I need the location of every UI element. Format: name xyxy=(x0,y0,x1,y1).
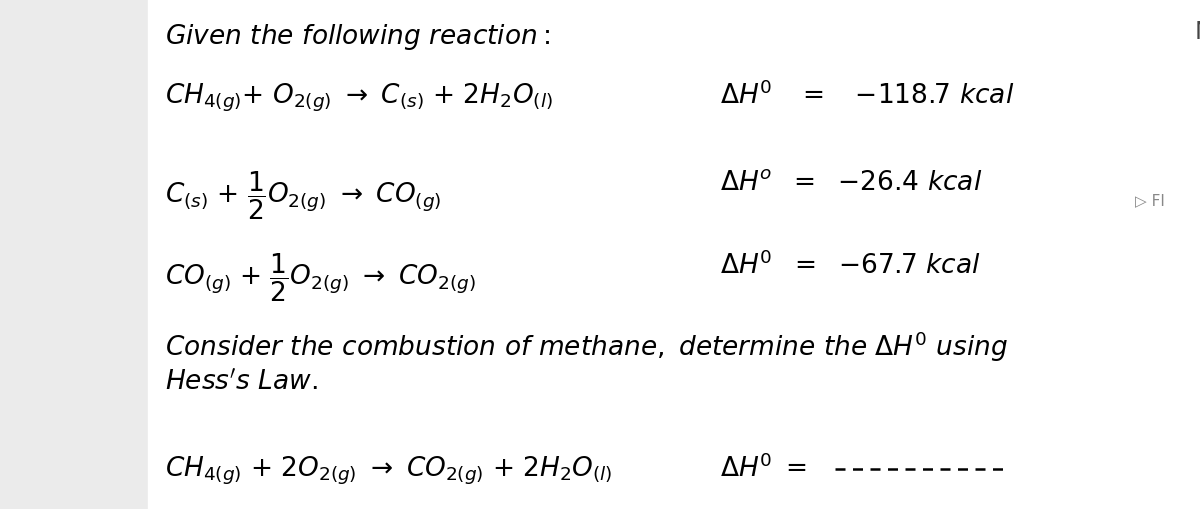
Text: $CH_{4(g)}$ + $2O_{2(g)}$ $\rightarrow$ $CO_{2(g)}$ + $2H_2O_{(l)}$: $CH_{4(g)}$ + $2O_{2(g)}$ $\rightarrow$ … xyxy=(166,454,612,486)
Text: Not y: Not y xyxy=(1195,20,1200,44)
Text: ▷ FI: ▷ FI xyxy=(1135,192,1165,208)
Bar xyxy=(148,0,1200,509)
Text: $CH_{4(g)}$+ $O_{2(g)}$ $\rightarrow$ $C_{(s)}$ + $2H_2O_{(l)}$: $CH_{4(g)}$+ $O_{2(g)}$ $\rightarrow$ $C… xyxy=(166,82,553,114)
Text: $\Delta H^0$  $=$  $-67.7\ kcal$: $\Delta H^0$ $=$ $-67.7\ kcal$ xyxy=(720,251,980,280)
Text: $CO_{(g)}$ + $\dfrac{1}{2}$$O_{2(g)}$ $\rightarrow$ $CO_{2(g)}$: $CO_{(g)}$ + $\dfrac{1}{2}$$O_{2(g)}$ $\… xyxy=(166,251,476,304)
Text: $\it{Consider\ the\ combustion\ of\ methane,\ determine\ the}$ $\Delta H^0$ $\it: $\it{Consider\ the\ combustion\ of\ meth… xyxy=(166,329,1008,364)
Text: $\it{Hess's\ Law.}$: $\it{Hess's\ Law.}$ xyxy=(166,369,318,395)
Text: $\Delta H^o$  $=$  $-26.4\ kcal$: $\Delta H^o$ $=$ $-26.4\ kcal$ xyxy=(720,169,983,195)
Text: $\Delta H^0$   $=$   $-118.7\ kcal$: $\Delta H^0$ $=$ $-118.7\ kcal$ xyxy=(720,82,1014,110)
Text: $\Delta H^0$ $=$: $\Delta H^0$ $=$ xyxy=(720,454,808,483)
Text: $\it{Given\ the\ following\ reaction:}$: $\it{Given\ the\ following\ reaction:}$ xyxy=(166,22,550,52)
Text: $C_{(s)}$ + $\dfrac{1}{2}$$O_{2(g)}$ $\rightarrow$ $CO_{(g)}$: $C_{(s)}$ + $\dfrac{1}{2}$$O_{2(g)}$ $\r… xyxy=(166,169,442,222)
